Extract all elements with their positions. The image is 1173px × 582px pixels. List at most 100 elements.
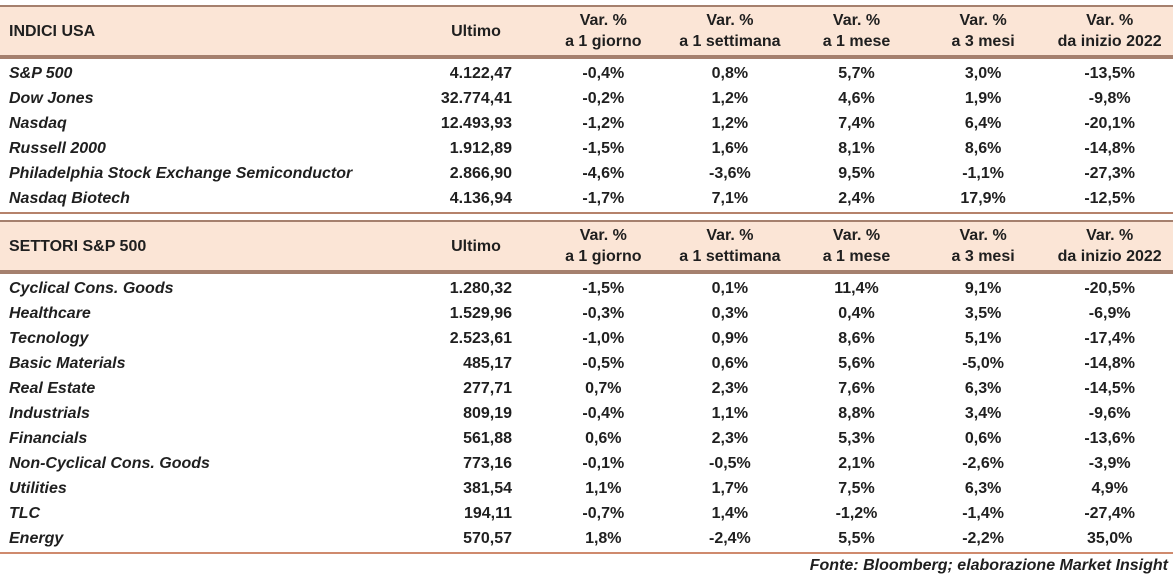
var-value: -1,2%	[582, 115, 625, 132]
var-value: 7,4%	[838, 115, 875, 132]
row-name: Nasdaq Biotech	[9, 190, 130, 207]
var-value: 17,9%	[960, 190, 1006, 207]
row-name: TLC	[9, 505, 41, 522]
table-row: Tecnology 2.523,61 -1,0% 0,9% 8,6% 5,1% -17,4%	[0, 326, 1173, 351]
table-row: Nasdaq Biotech 4.136,94 -1,7% 7,1% 2,4% 17,9%…	[0, 186, 1173, 211]
var-value: -4,6%	[582, 165, 625, 182]
var-value: -1,7%	[582, 190, 625, 207]
var-value: 4,6%	[838, 90, 875, 107]
ultimo-value: 2.866,90	[449, 165, 512, 182]
var-value: -3,6%	[708, 165, 751, 182]
var-value: -0,5%	[582, 355, 625, 372]
ultimo-value: 381,54	[463, 480, 512, 497]
var-value: -13,6%	[1084, 430, 1136, 447]
var-period-label: a 3 mesi	[951, 248, 1015, 265]
table-row: Philadelphia Stock Exchange Semiconducto…	[0, 161, 1173, 186]
var-value: -9,8%	[1088, 90, 1131, 107]
column-header-var: Var. % a 1 mese	[793, 7, 920, 55]
var-value: 0,6%	[585, 430, 622, 447]
ultimo-value: 2.523,61	[449, 330, 512, 347]
var-value: -17,4%	[1084, 330, 1136, 347]
var-value: 9,1%	[964, 280, 1002, 297]
var-value: 5,7%	[838, 65, 875, 82]
column-header-var: Var. % a 1 giorno	[540, 222, 667, 270]
var-value: 35,0%	[1087, 530, 1133, 547]
var-value: 8,6%	[964, 140, 1002, 157]
var-value: 8,1%	[838, 140, 875, 157]
row-name: S&P 500	[9, 65, 73, 82]
var-value: 11,4%	[834, 280, 879, 297]
var-value: 4,9%	[1091, 480, 1128, 497]
var-value: -0,4%	[582, 405, 625, 422]
row-name: Basic Materials	[9, 355, 126, 372]
table-row: TLC 194,11 -0,7% 1,4% -1,2% -1,4% -27,4%	[0, 501, 1173, 526]
var-value: 7,5%	[838, 480, 875, 497]
var-value: 1,8%	[585, 530, 622, 547]
var-value: 1,4%	[711, 505, 749, 522]
var-value: -14,5%	[1084, 380, 1136, 397]
var-value: 1,2%	[711, 115, 749, 132]
var-value: 0,4%	[838, 305, 875, 322]
var-value: -12,5%	[1084, 190, 1136, 207]
var-value: -1,4%	[962, 505, 1004, 522]
header-divider	[0, 55, 1173, 59]
ultimo-value: 12.493,93	[440, 115, 512, 132]
var-value: 6,4%	[964, 115, 1002, 132]
var-value: -0,1%	[582, 455, 625, 472]
column-header-var: Var. % da inizio 2022	[1046, 7, 1173, 55]
var-value: -0,5%	[708, 455, 751, 472]
var-value: 3,5%	[964, 305, 1002, 322]
ultimo-value: 277,71	[463, 380, 512, 397]
column-header-var: Var. % a 1 settimana	[667, 222, 794, 270]
var-value: -14,8%	[1084, 355, 1136, 372]
ultimo-value: 4.136,94	[449, 190, 512, 207]
var-value: -2,4%	[708, 530, 751, 547]
table-title: SETTORI S&P 500	[9, 237, 147, 255]
table-row: Utilities 381,54 1,1% 1,7% 7,5% 6,3% 4,9%	[0, 476, 1173, 501]
row-name: Dow Jones	[9, 90, 94, 107]
var-value: 1,1%	[585, 480, 622, 497]
var-percent-label: Var. %	[959, 227, 1007, 244]
table-row: Healthcare 1.529,96 -0,3% 0,3% 0,4% 3,5% -6,9%	[0, 301, 1173, 326]
var-value: 2,3%	[711, 380, 749, 397]
row-name: Healthcare	[9, 305, 91, 322]
column-header-var: Var. % a 1 settimana	[667, 7, 794, 55]
column-header-ultimo: Ultimo	[451, 237, 501, 255]
column-header-var: Var. % da inizio 2022	[1046, 222, 1173, 270]
row-name: Non-Cyclical Cons. Goods	[9, 455, 210, 472]
var-period-label: a 1 settimana	[679, 33, 781, 50]
table-row: Energy 570,57 1,8% -2,4% 5,5% -2,2% 35,0%	[0, 526, 1173, 551]
var-value: 5,6%	[838, 355, 875, 372]
var-period-label: a 1 mese	[822, 248, 891, 265]
var-value: 0,8%	[711, 65, 749, 82]
ultimo-value: 773,16	[463, 455, 512, 472]
var-period-label: da inizio 2022	[1057, 248, 1162, 265]
var-period-label: da inizio 2022	[1057, 33, 1162, 50]
row-name: Tecnology	[9, 330, 89, 347]
var-value: 0,7%	[585, 380, 622, 397]
row-name: Nasdaq	[9, 115, 67, 132]
var-value: 0,6%	[711, 355, 749, 372]
var-value: -1,5%	[582, 140, 625, 157]
var-value: -1,5%	[582, 280, 625, 297]
var-value: 2,3%	[711, 430, 749, 447]
var-period-label: a 1 giorno	[565, 248, 642, 265]
ultimo-value: 4.122,47	[449, 65, 512, 82]
var-percent-label: Var. %	[1086, 12, 1134, 29]
table-row: Non-Cyclical Cons. Goods 773,16 -0,1% -0,5%…	[0, 451, 1173, 476]
ultimo-value: 194,11	[463, 505, 512, 522]
var-value: 1,7%	[711, 480, 749, 497]
var-value: -20,1%	[1084, 115, 1136, 132]
header-divider	[0, 270, 1173, 274]
var-percent-label: Var. %	[579, 12, 627, 29]
var-value: -0,4%	[582, 65, 625, 82]
var-value: 3,4%	[964, 405, 1002, 422]
var-value: -2,6%	[962, 455, 1004, 472]
var-value: -27,4%	[1084, 505, 1136, 522]
var-value: 1,1%	[711, 405, 749, 422]
column-header-var: Var. % a 1 giorno	[540, 7, 667, 55]
ultimo-value: 1.912,89	[449, 140, 512, 157]
var-value: 8,6%	[838, 330, 875, 347]
var-value: -1,0%	[582, 330, 625, 347]
var-percent-label: Var. %	[706, 12, 754, 29]
